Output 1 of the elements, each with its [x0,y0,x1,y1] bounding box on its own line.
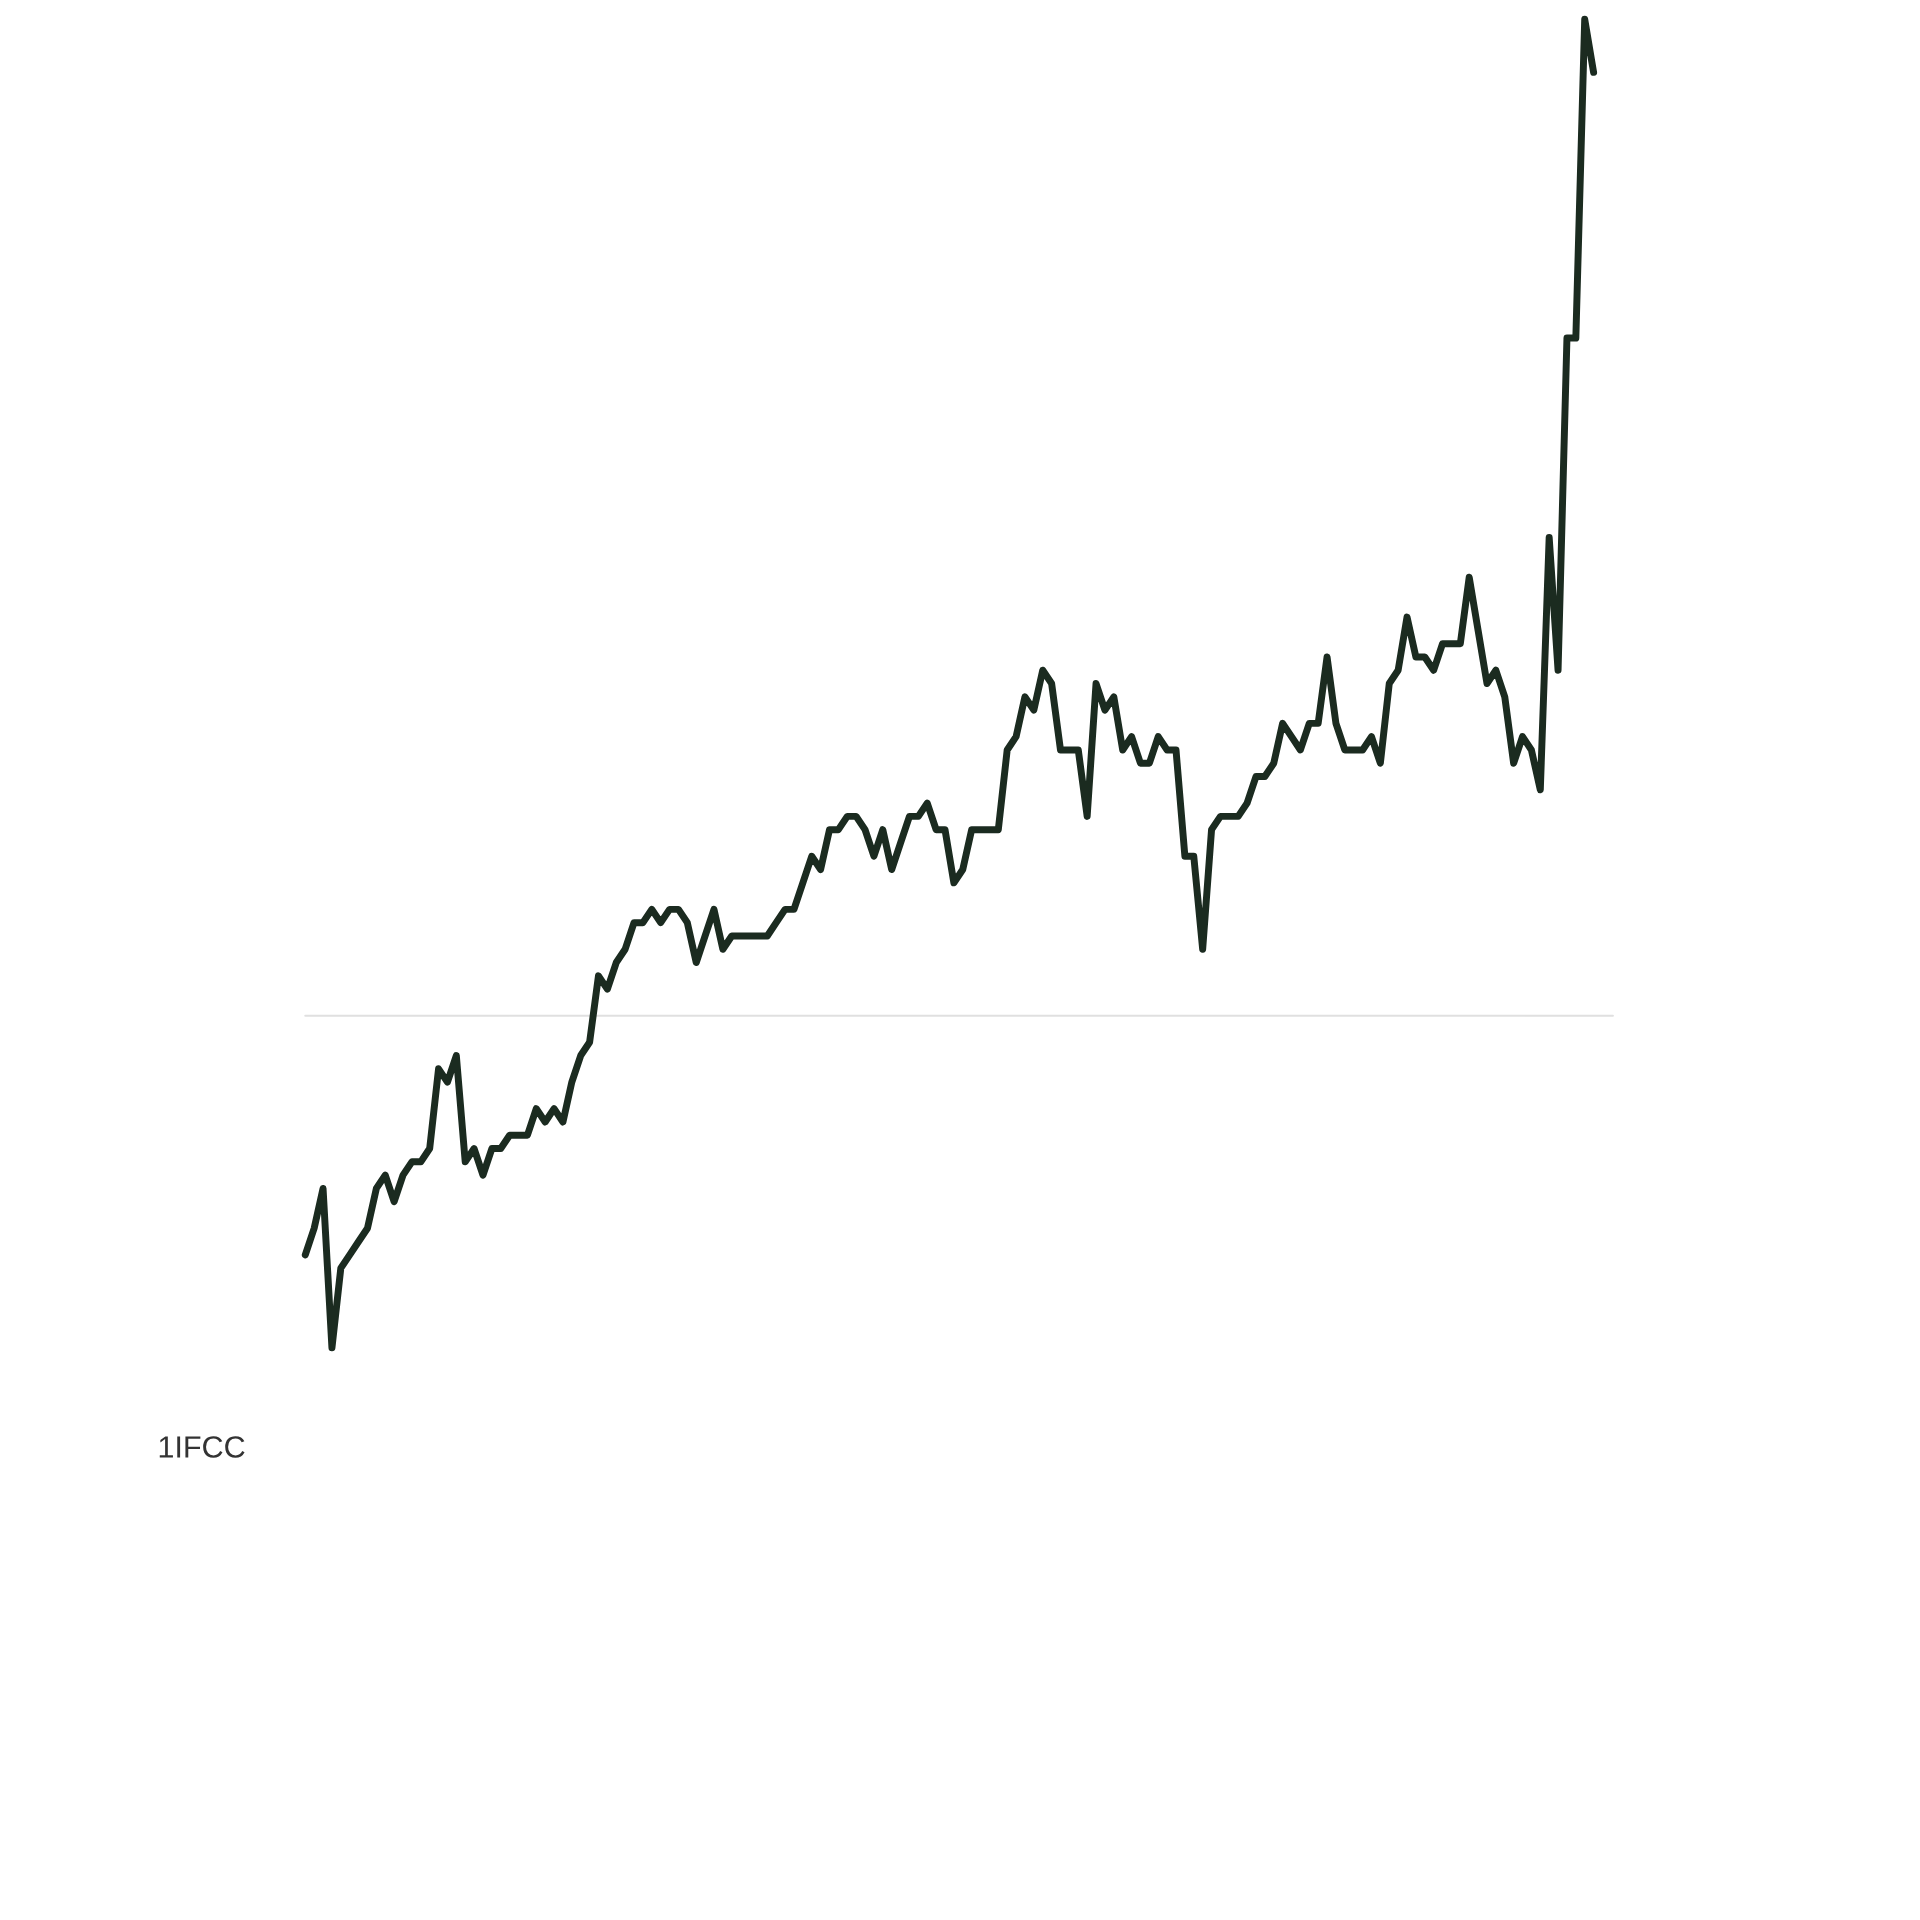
text: 1IFCC [159,1436,245,1458]
